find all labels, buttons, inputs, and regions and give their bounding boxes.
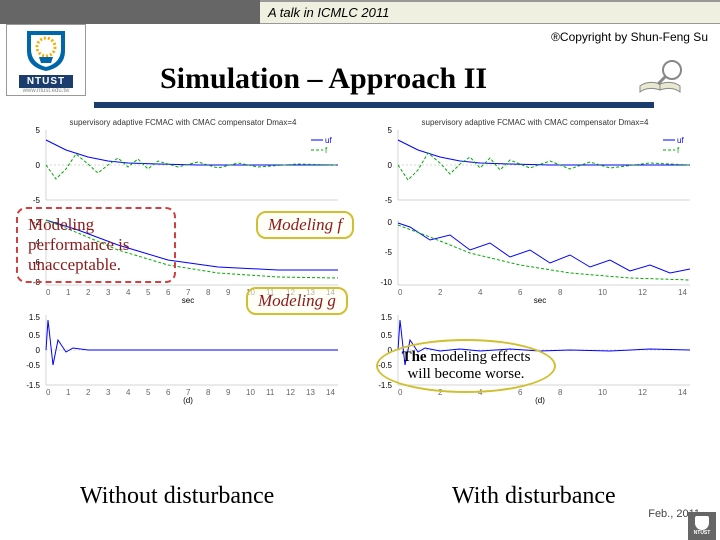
svg-text:-1.5: -1.5 <box>26 381 40 390</box>
svg-text:8: 8 <box>558 288 563 297</box>
svg-text:(d): (d) <box>183 396 193 405</box>
ntust-logo: NTUST www.ntust.edu.tw <box>6 24 86 96</box>
svg-text:14: 14 <box>326 388 335 397</box>
svg-text:1: 1 <box>66 288 71 297</box>
svg-text:9: 9 <box>226 288 231 297</box>
svg-text:8: 8 <box>206 388 211 397</box>
logo-url: www.ntust.edu.tw <box>23 88 70 94</box>
svg-text:0: 0 <box>398 288 403 297</box>
svg-text:4: 4 <box>126 288 131 297</box>
svg-text:10: 10 <box>246 388 255 397</box>
svg-text:-0.5: -0.5 <box>26 361 40 370</box>
label-without-disturbance: Without disturbance <box>80 483 274 510</box>
svg-text:f: f <box>325 146 328 155</box>
svg-text:5: 5 <box>146 288 151 297</box>
chart-top-right: supervisory adaptive FCMAC with CMAC com… <box>370 115 700 210</box>
svg-text:12: 12 <box>638 388 647 397</box>
book-icon <box>636 56 684 98</box>
svg-text:5: 5 <box>36 126 41 135</box>
svg-text:0: 0 <box>388 218 393 227</box>
svg-text:4: 4 <box>126 388 131 397</box>
svg-text:0.5: 0.5 <box>29 331 41 340</box>
footer-logo: NTUST <box>688 512 716 540</box>
svg-text:0: 0 <box>388 161 393 170</box>
chart-title: supervisory adaptive FCMAC with CMAC com… <box>70 118 298 127</box>
annotation-worse-text: The modeling effects will become worse. <box>402 349 531 382</box>
annotation-worse: The modeling effects will become worse. <box>376 339 556 393</box>
annotation-performance: Modeling performance is unacceptable. <box>16 207 176 283</box>
title-underline <box>94 102 654 108</box>
svg-text:sec: sec <box>534 296 546 305</box>
svg-text:uf: uf <box>677 136 684 145</box>
chart-bot-left: 1.5 0.5 0 -0.5 -1.5 01234567891011121314… <box>18 310 348 405</box>
svg-text:0: 0 <box>46 288 51 297</box>
svg-text:14: 14 <box>678 388 687 397</box>
svg-text:12: 12 <box>286 388 295 397</box>
svg-text:-5: -5 <box>385 196 393 205</box>
copyright-text: ®Copyright by Shun-Feng Su <box>551 30 708 44</box>
logo-shield-icon <box>23 27 69 73</box>
svg-text:6: 6 <box>166 388 171 397</box>
svg-text:12: 12 <box>638 288 647 297</box>
svg-text:-5: -5 <box>33 196 41 205</box>
svg-text:-10: -10 <box>380 278 392 287</box>
svg-text:2: 2 <box>438 288 443 297</box>
svg-text:6: 6 <box>518 388 523 397</box>
svg-text:3: 3 <box>106 388 111 397</box>
annotation-model-f: Modeling f <box>256 211 354 239</box>
header-talk-label: A talk in ICMLC 2011 <box>260 0 720 24</box>
annotation-model-g: Modeling g <box>246 287 348 315</box>
svg-text:11: 11 <box>266 388 275 397</box>
svg-text:4: 4 <box>478 288 483 297</box>
svg-text:5: 5 <box>146 388 151 397</box>
header-left-block <box>0 0 260 24</box>
footer-logo-text: NTUST <box>694 530 711 536</box>
svg-text:5: 5 <box>388 126 393 135</box>
svg-text:uf: uf <box>325 136 332 145</box>
svg-text:6: 6 <box>166 288 171 297</box>
svg-text:8: 8 <box>558 388 563 397</box>
header-bar: A talk in ICMLC 2011 <box>0 0 720 24</box>
svg-text:-1.5: -1.5 <box>378 381 392 390</box>
svg-text:1: 1 <box>66 388 71 397</box>
svg-text:8: 8 <box>206 288 211 297</box>
svg-text:(d): (d) <box>535 396 545 405</box>
label-with-disturbance: With disturbance <box>452 483 616 510</box>
svg-text:f: f <box>677 146 680 155</box>
svg-text:1.5: 1.5 <box>29 313 41 322</box>
chart-area: supervisory adaptive FCMAC with CMAC com… <box>0 115 720 480</box>
svg-text:10: 10 <box>598 388 607 397</box>
svg-text:0.5: 0.5 <box>381 331 393 340</box>
chart-top-left: supervisory adaptive FCMAC with CMAC com… <box>18 115 348 210</box>
svg-text:2: 2 <box>86 388 91 397</box>
svg-text:1.5: 1.5 <box>381 313 393 322</box>
slide-title: Simulation – Approach II <box>160 62 487 96</box>
svg-text:sec: sec <box>182 296 194 305</box>
svg-text:14: 14 <box>678 288 687 297</box>
svg-text:supervisory adaptive FCMAC wit: supervisory adaptive FCMAC with CMAC com… <box>422 118 650 127</box>
logo-text: NTUST <box>19 75 73 88</box>
svg-text:6: 6 <box>518 288 523 297</box>
svg-text:0: 0 <box>36 161 41 170</box>
chart-mid-right: 0 -5 -10 0 2 4 6 8 10 12 14 sec <box>370 215 700 305</box>
svg-text:9: 9 <box>226 388 231 397</box>
svg-text:-5: -5 <box>385 248 393 257</box>
svg-text:13: 13 <box>306 388 315 397</box>
svg-text:10: 10 <box>598 288 607 297</box>
svg-text:3: 3 <box>106 288 111 297</box>
svg-text:2: 2 <box>86 288 91 297</box>
svg-text:0: 0 <box>398 388 403 397</box>
svg-text:0: 0 <box>46 388 51 397</box>
footer-logo-shield-icon <box>695 516 709 530</box>
svg-text:0: 0 <box>36 346 41 355</box>
